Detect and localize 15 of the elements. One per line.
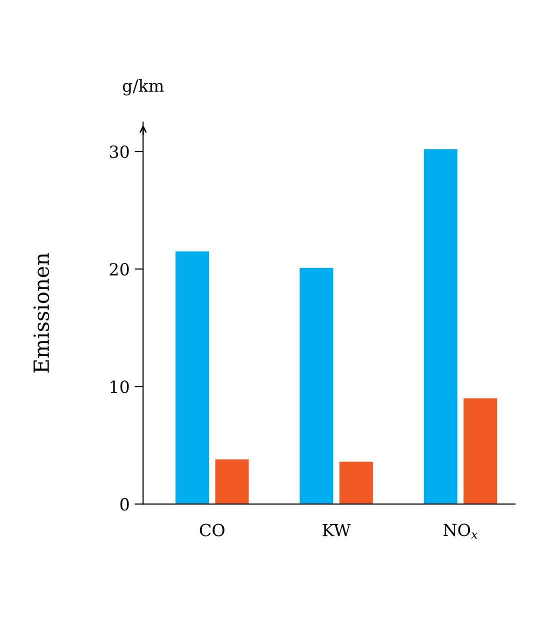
y-axis-title: Emissionen <box>33 252 50 373</box>
bar <box>176 251 210 504</box>
bar <box>339 462 373 504</box>
x-tick-label: KW <box>322 524 351 536</box>
bar <box>215 459 249 504</box>
text: g/km <box>122 79 164 96</box>
x-tick-label: CO <box>200 524 224 536</box>
bar <box>464 398 498 504</box>
y-tick-label: 20 <box>110 262 129 276</box>
y-tick-label: 0 <box>120 498 129 511</box>
bar <box>300 268 334 504</box>
x-tick-label: NO$_{x}$ <box>444 524 478 539</box>
bar <box>424 149 458 504</box>
y-tick-label: 10 <box>110 380 129 394</box>
y-tick-label: 30 <box>110 145 129 158</box>
